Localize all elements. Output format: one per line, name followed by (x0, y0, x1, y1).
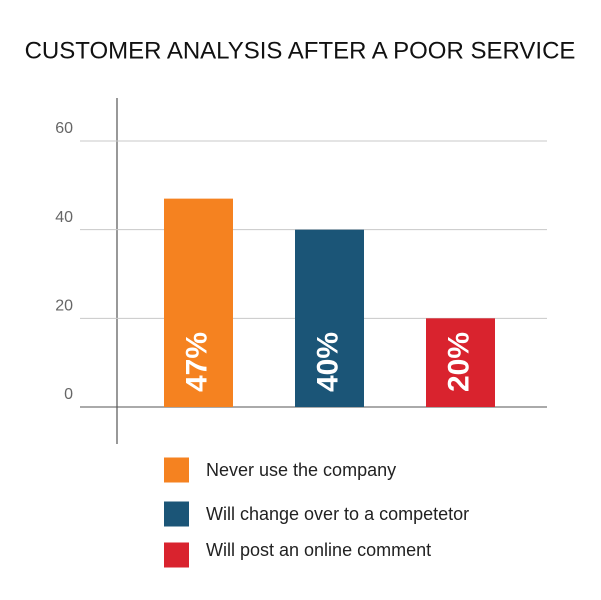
bar (426, 318, 495, 407)
y-tick-label: 60 (55, 120, 73, 137)
legend-label: Will post an online comment (206, 540, 431, 560)
legend-swatch (164, 501, 189, 527)
y-tick-label: 40 (55, 209, 73, 226)
y-tick-label: 0 (64, 386, 73, 403)
value-label: 47% (180, 332, 213, 392)
value-label: 40% (311, 332, 344, 392)
value-label: 20% (442, 332, 475, 392)
legend-label: Never use the company (206, 460, 396, 480)
legend-swatch (164, 542, 189, 568)
bar (164, 198, 233, 407)
y-tick-label: 20 (55, 298, 73, 315)
legend-label: Will change over to a competetor (206, 504, 469, 524)
bar (295, 229, 364, 407)
legend-swatch (164, 457, 189, 483)
chart-title: CUSTOMER ANALYSIS AFTER A POOR SERVICE (25, 37, 576, 64)
